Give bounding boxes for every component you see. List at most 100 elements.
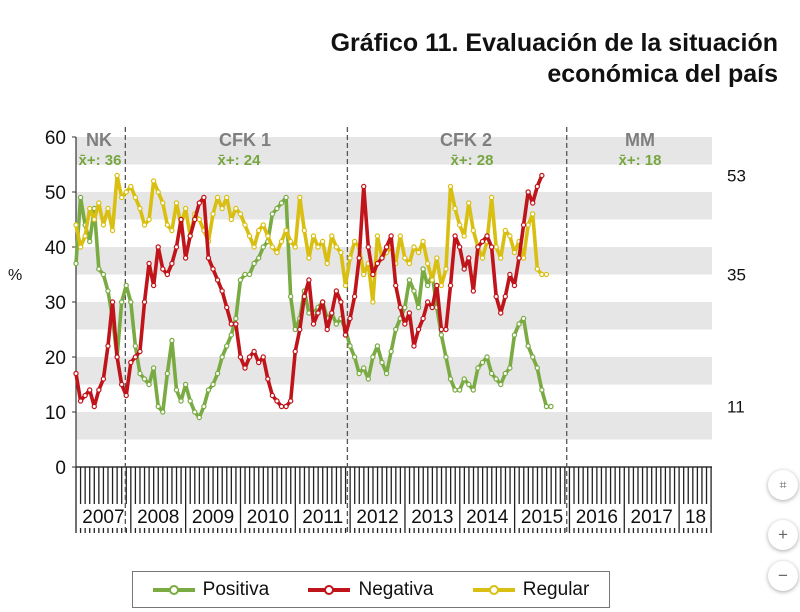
- data-point-regular: [479, 255, 486, 261]
- data-point-regular: [77, 244, 84, 250]
- x-tick-label-year: 2013: [411, 507, 453, 528]
- data-point-negativa: [164, 271, 171, 278]
- year-label-bg: [298, 504, 347, 528]
- data-point-regular: [132, 194, 139, 201]
- data-point-regular: [141, 222, 148, 228]
- data-point-regular: [329, 233, 335, 239]
- data-point-positiva: [292, 326, 298, 333]
- legend-label-negativa: Negativa: [358, 578, 434, 600]
- data-point-negativa: [456, 244, 463, 250]
- data-point-positiva: [155, 403, 161, 410]
- data-point-negativa: [429, 304, 435, 311]
- data-point-positiva: [406, 277, 413, 283]
- series-negativa: [73, 172, 545, 410]
- data-point-positiva: [356, 370, 362, 377]
- data-point-negativa: [141, 299, 148, 305]
- data-point-negativa: [356, 255, 362, 261]
- data-point-regular: [520, 255, 527, 261]
- data-point-negativa: [192, 216, 198, 223]
- data-point-negativa: [324, 326, 330, 333]
- data-point-regular: [255, 227, 262, 234]
- data-point-negativa: [242, 365, 248, 371]
- data-point-negativa: [507, 271, 513, 278]
- data-point-regular: [461, 233, 467, 239]
- data-point-negativa: [498, 310, 504, 316]
- data-point-positiva: [224, 343, 230, 349]
- data-point-regular: [539, 271, 545, 278]
- data-point-regular: [155, 189, 161, 195]
- data-point-regular: [406, 260, 413, 267]
- data-point-regular: [502, 227, 509, 234]
- data-point-regular: [498, 255, 504, 261]
- data-point-regular: [342, 282, 349, 289]
- data-point-regular: [429, 277, 435, 283]
- data-point-positiva: [118, 299, 125, 305]
- data-point-positiva: [443, 354, 449, 360]
- data-point-positiva: [105, 288, 111, 294]
- data-point-regular: [274, 249, 280, 256]
- data-point-regular: [415, 249, 422, 256]
- y-tick-label: 30: [45, 293, 66, 314]
- data-point-regular: [443, 266, 449, 272]
- data-point-regular: [351, 238, 358, 245]
- grid-band-0: [76, 137, 712, 165]
- data-point-negativa: [169, 260, 175, 267]
- data-point-negativa: [388, 233, 394, 239]
- data-point-regular: [269, 244, 276, 250]
- data-point-regular: [301, 227, 308, 234]
- data-point-negativa: [182, 255, 189, 261]
- data-point-regular: [456, 222, 463, 228]
- fit-view-button[interactable]: ⌗: [768, 470, 798, 500]
- data-point-positiva: [479, 359, 486, 366]
- data-point-regular: [210, 211, 216, 217]
- chart-legend: Positiva Negativa Regular: [132, 571, 610, 608]
- data-point-regular: [237, 211, 244, 217]
- data-point-negativa: [502, 293, 509, 300]
- data-point-negativa: [424, 299, 431, 305]
- data-point-positiva: [242, 271, 248, 278]
- data-point-negativa: [338, 299, 344, 305]
- data-point-positiva: [351, 354, 358, 360]
- end-value-label: 11: [727, 398, 745, 417]
- data-point-regular: [315, 244, 321, 250]
- data-point-regular: [96, 200, 102, 206]
- data-point-positiva: [502, 370, 509, 377]
- x-tick-label-year: 2011: [302, 507, 343, 528]
- data-point-regular: [319, 238, 326, 245]
- period-label: MM: [625, 130, 655, 150]
- data-point-positiva: [516, 321, 522, 327]
- data-point-negativa: [96, 387, 102, 393]
- data-point-positiva: [87, 238, 93, 245]
- data-point-negativa: [365, 244, 371, 250]
- data-point-negativa: [516, 255, 522, 261]
- data-point-negativa: [196, 200, 203, 206]
- data-point-positiva: [169, 337, 175, 344]
- data-point-regular: [338, 249, 344, 256]
- data-point-positiva: [219, 354, 225, 360]
- x-tick-label-year: 2009: [192, 507, 234, 528]
- data-point-positiva: [388, 348, 394, 355]
- data-point-negativa: [402, 321, 408, 327]
- data-point-negativa: [224, 304, 230, 311]
- data-point-positiva: [530, 354, 536, 360]
- x-tick-label-year: 2015: [521, 507, 563, 528]
- data-point-positiva: [77, 194, 84, 201]
- data-point-regular: [530, 211, 536, 217]
- legend-label-positiva: Positiva: [202, 578, 270, 600]
- data-point-regular: [233, 205, 239, 212]
- data-point-positiva: [132, 343, 139, 349]
- data-point-negativa: [475, 244, 481, 250]
- zoom-in-button[interactable]: +: [768, 520, 798, 550]
- data-point-positiva: [251, 260, 257, 267]
- data-point-negativa: [488, 244, 495, 250]
- data-point-positiva: [173, 387, 180, 393]
- data-point-positiva: [520, 315, 527, 322]
- data-point-regular: [146, 216, 152, 223]
- zoom-out-button[interactable]: −: [768, 561, 798, 591]
- data-point-negativa: [283, 403, 289, 410]
- data-point-regular: [224, 194, 230, 201]
- data-point-positiva: [365, 376, 371, 382]
- data-point-negativa: [146, 260, 152, 267]
- data-point-negativa: [214, 277, 221, 283]
- data-point-negativa: [210, 266, 216, 272]
